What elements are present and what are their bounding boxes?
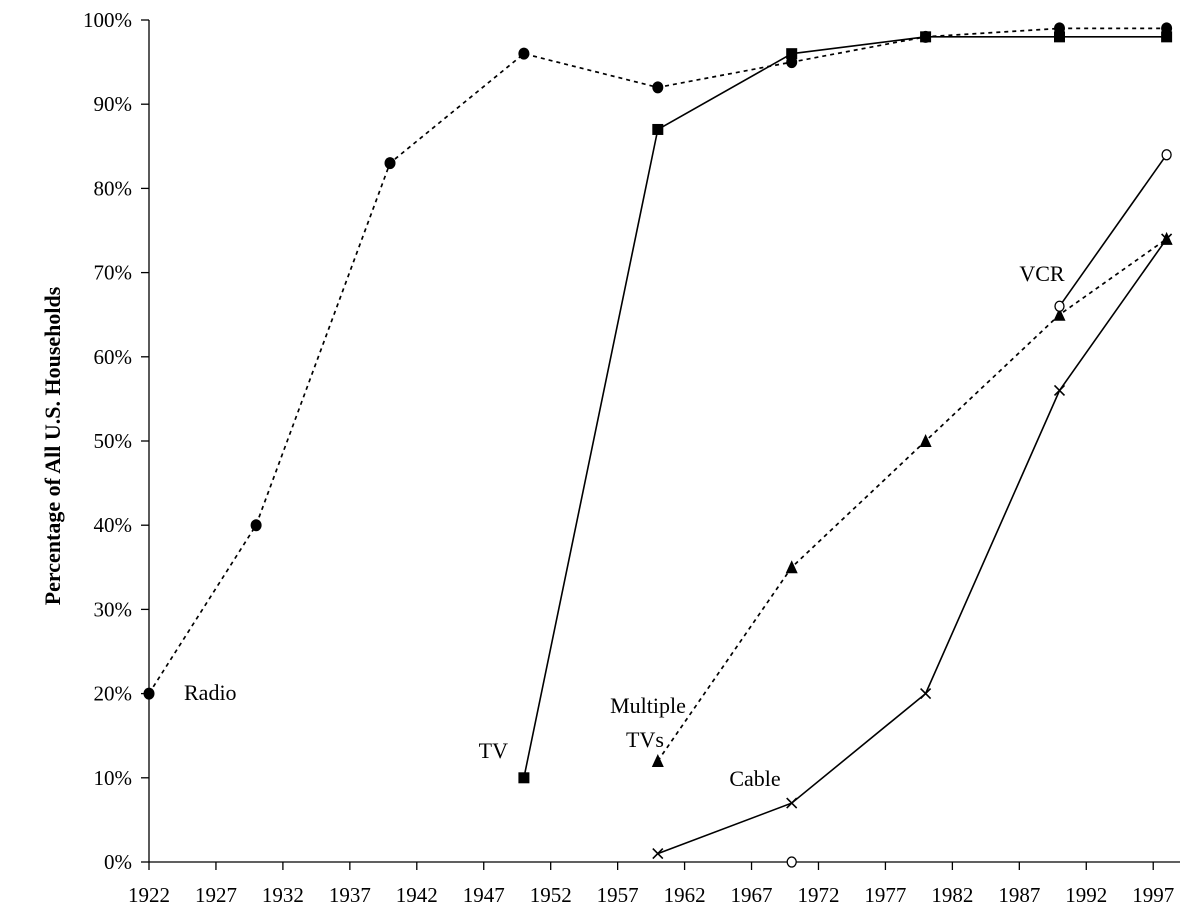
radio-annotation: Radio	[184, 680, 237, 705]
tv-annotation: TV	[479, 738, 508, 763]
x-tick-label: 1942	[396, 883, 438, 907]
axes	[148, 20, 1180, 863]
y-tick-label: 50%	[94, 429, 133, 453]
radio-point	[518, 47, 530, 60]
radio-point	[384, 157, 396, 170]
x-tick-label: 1957	[597, 883, 639, 907]
multiple-tvs-point	[919, 434, 932, 447]
x-tick-label: 1947	[463, 883, 505, 907]
series-annotations: Radio TV Multiple TVs Cable VCR	[184, 261, 1065, 791]
y-tick-label: 70%	[94, 261, 133, 285]
vcr-point	[1161, 149, 1172, 161]
vcr-point	[786, 856, 797, 868]
x-tick-label: 1962	[664, 883, 706, 907]
x-tick-label: 1997	[1132, 883, 1174, 907]
tv-point	[1161, 31, 1173, 43]
x-tick-label: 1982	[931, 883, 973, 907]
cable-series-line	[657, 238, 1168, 855]
multiple-tvs-annotation: TVs	[626, 727, 664, 752]
multiple-tvs-point	[785, 560, 798, 574]
multiple-tvs-point	[651, 753, 664, 767]
multiple-tvs-series-line	[657, 238, 1168, 762]
tv-point	[652, 123, 664, 135]
multiple-tvs-annotation: Multiple	[610, 693, 686, 718]
x-tick-label: 1927	[195, 883, 237, 907]
radio-point	[143, 687, 155, 700]
cable-point	[786, 797, 798, 809]
x-tick-label: 1967	[731, 883, 773, 907]
radio-point	[250, 519, 262, 532]
y-tick-label: 90%	[94, 92, 133, 116]
y-tick-label: 40%	[94, 513, 133, 537]
x-tick-label: 1992	[1065, 883, 1107, 907]
cable-point	[1161, 233, 1173, 245]
y-tick-label: 80%	[94, 176, 133, 200]
y-tick-label: 0%	[104, 850, 132, 874]
y-tick-label: 10%	[94, 766, 133, 790]
x-tick-label: 1972	[797, 883, 839, 907]
x-axis-ticks: 1922 1927 1932 1937 1942 1947 1952 1957 1962 1967…	[128, 862, 1174, 907]
vcr-annotation: VCR	[1019, 261, 1065, 286]
tv-series-line	[523, 36, 1167, 778]
y-tick-label: 100%	[83, 8, 132, 32]
multiple-tvs-point	[1053, 307, 1066, 321]
tv-point	[786, 48, 798, 60]
x-tick-label: 1952	[530, 883, 572, 907]
cable-point	[920, 688, 932, 700]
tv-point	[1053, 31, 1065, 43]
x-tick-label: 1932	[262, 883, 304, 907]
vcr-point	[1054, 300, 1065, 312]
tv-point	[518, 772, 530, 784]
y-axis-label: Percentage of All U.S. Households	[40, 286, 65, 605]
vcr-series-line	[1058, 154, 1168, 307]
y-tick-label: 30%	[94, 597, 133, 621]
y-axis-ticks: 0% 10% 20% 30% 40% 50% 60% 70% 80% 90% 100%	[83, 8, 149, 874]
radio-point	[652, 81, 664, 94]
tv-point	[920, 31, 932, 43]
x-tick-label: 1977	[864, 883, 906, 907]
cable-point	[652, 848, 664, 860]
y-tick-label: 20%	[94, 682, 133, 706]
series-markers	[143, 22, 1173, 868]
x-tick-label: 1937	[329, 883, 371, 907]
y-tick-label: 60%	[94, 345, 133, 369]
x-tick-label: 1922	[128, 883, 170, 907]
cable-point	[1053, 384, 1066, 397]
x-tick-label: 1987	[998, 883, 1040, 907]
cable-annotation: Cable	[729, 766, 780, 791]
